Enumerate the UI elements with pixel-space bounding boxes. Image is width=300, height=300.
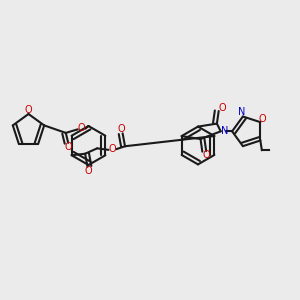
Text: O: O bbox=[78, 123, 85, 133]
Text: O: O bbox=[64, 142, 72, 152]
Text: O: O bbox=[118, 124, 125, 134]
Text: N: N bbox=[238, 107, 246, 117]
Text: O: O bbox=[202, 150, 210, 160]
Text: O: O bbox=[109, 144, 116, 154]
Text: O: O bbox=[25, 105, 32, 116]
Text: N: N bbox=[220, 126, 228, 136]
Text: O: O bbox=[84, 166, 92, 176]
Text: O: O bbox=[259, 114, 266, 124]
Text: O: O bbox=[218, 103, 226, 113]
